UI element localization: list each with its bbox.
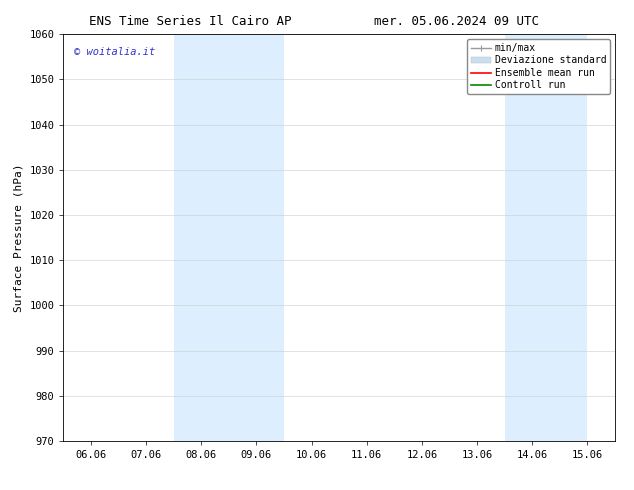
Bar — [174, 34, 229, 441]
Legend: min/max, Deviazione standard, Ensemble mean run, Controll run: min/max, Deviazione standard, Ensemble m… — [467, 39, 610, 94]
Text: © woitalia.it: © woitalia.it — [74, 47, 156, 56]
Bar — [560, 34, 588, 441]
Bar — [505, 34, 560, 441]
Y-axis label: Surface Pressure (hPa): Surface Pressure (hPa) — [14, 163, 24, 312]
Text: ENS Time Series Il Cairo AP: ENS Time Series Il Cairo AP — [89, 15, 292, 28]
Bar — [229, 34, 284, 441]
Text: mer. 05.06.2024 09 UTC: mer. 05.06.2024 09 UTC — [374, 15, 539, 28]
